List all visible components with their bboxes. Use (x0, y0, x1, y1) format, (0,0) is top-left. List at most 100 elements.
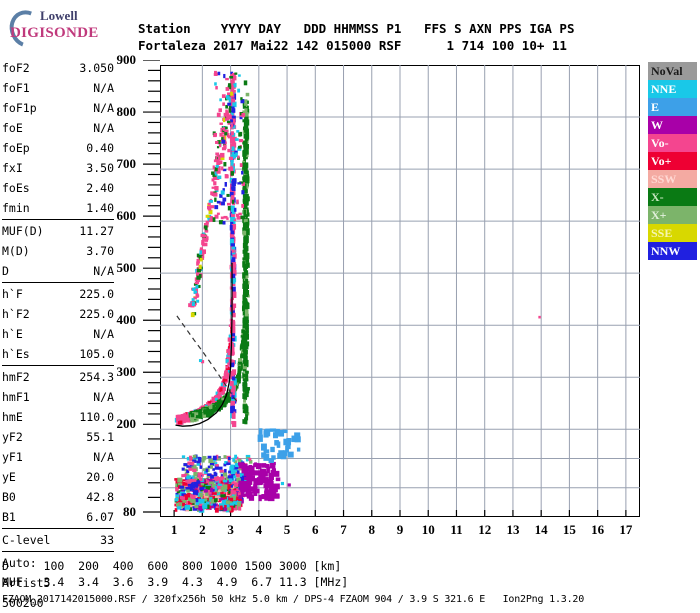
footer-distance-row: D 100 200 400 600 800 1000 1500 3000 [km… (2, 559, 342, 573)
param-row-foep: foEp 0.40 (2, 138, 114, 158)
footer-muf-row: MUF 3.4 3.4 3.6 3.9 4.3 4.9 6.7 11.3 [MH… (2, 575, 349, 589)
param-key: foEs (2, 181, 30, 195)
param-key: yE (2, 470, 16, 484)
param-value: 254.3 (79, 370, 114, 384)
param-value: 55.1 (86, 430, 114, 444)
ionogram-plot[interactable] (160, 65, 640, 517)
param-auto-line-1: Artist5 (2, 576, 51, 590)
legend-item-sse[interactable]: SSE (648, 224, 697, 242)
param-value: 33 (100, 533, 114, 547)
param-key: hmF1 (2, 390, 30, 404)
x-tick-label: 4 (255, 522, 263, 537)
param-divider (2, 365, 114, 366)
legend-item-e[interactable]: E (648, 98, 697, 116)
param-row-mufd: MUF(D) 11.27 (2, 221, 114, 241)
param-value: 42.8 (86, 490, 114, 504)
x-tick-label: 15 (562, 522, 576, 537)
polarization-legend[interactable]: NoVal NNE E W Vo- Vo+ SSW X- X+ SSE NNW (648, 62, 697, 260)
param-row-yf1: yF1 N/A (2, 447, 114, 467)
y-tick-label: 700 (116, 156, 137, 172)
electron-density-profile-curve (175, 262, 233, 427)
param-auto-line-0: Auto: (2, 556, 37, 570)
param-key: MUF(D) (2, 224, 44, 238)
y-tick-label: 300 (116, 364, 137, 380)
param-row-fxi: fxI 3.50 (2, 158, 114, 178)
x-tick-label: 9 (396, 522, 404, 537)
param-row-fof2: foF2 3.050 (2, 58, 114, 78)
logo-brand-bottom: DIGISONDE (10, 25, 99, 41)
param-row-clevel: C-level 33 (2, 530, 114, 550)
param-row-hmf2: hmF2 254.3 (2, 367, 114, 387)
muf-dashed-curve (176, 315, 240, 405)
scatter-points (174, 70, 541, 513)
legend-item-nne[interactable]: NNE (648, 80, 697, 98)
param-row-he: h`E N/A (2, 324, 114, 344)
param-key: C-level (2, 533, 51, 547)
legend-item-x[interactable]: X- (648, 188, 697, 206)
param-row-foe: foE N/A (2, 118, 114, 138)
y-tick-label: 200 (116, 416, 137, 432)
param-row-fof1p: foF1p N/A (2, 98, 114, 118)
x-tick-label: 2 (199, 522, 206, 537)
param-key: D (2, 264, 9, 278)
param-row-hf2: h`F2 225.0 (2, 304, 114, 324)
x-axis: 1 2 3 4 5 6 7 8 9 10 11 12 13 14 15 16 17 (150, 522, 700, 546)
param-row-yf2: yF2 55.1 (2, 427, 114, 447)
param-divider (2, 219, 114, 220)
param-value: 105.0 (79, 347, 114, 361)
lowell-digisonde-logo: Lowell DIGISONDE (3, 4, 116, 54)
legend-item-vo[interactable]: Vo+ (648, 152, 697, 170)
x-tick-label: 1 (170, 522, 178, 537)
x-tick-label: 16 (591, 522, 605, 537)
param-row-ye: yE 20.0 (2, 467, 114, 487)
legend-item-x[interactable]: X+ (648, 206, 697, 224)
legend-item-noval[interactable]: NoVal (648, 62, 697, 80)
param-key: foF2 (2, 61, 30, 75)
y-tick-label: 600 (116, 208, 137, 224)
param-value: 225.0 (79, 287, 114, 301)
param-key: foF1p (2, 101, 37, 115)
y-axis: 80 200 300 400 500 600 700 800 900 (0, 52, 160, 520)
param-value: N/A (93, 327, 114, 341)
param-key: fmin (2, 201, 30, 215)
x-tick-label: 13 (506, 522, 520, 537)
header-line-columns: Station YYYY DAY DDD HHMMSS P1 FFS S AXN… (138, 21, 575, 36)
logo-brand-top: Lowell (40, 8, 78, 23)
header-line-values: Fortaleza 2017 Mai22 142 015000 RSF 1 71… (138, 38, 567, 53)
param-key: foEp (2, 141, 30, 155)
param-value: N/A (93, 390, 114, 404)
x-tick-label: 12 (478, 522, 492, 537)
x-tick-label: 3 (227, 522, 234, 537)
param-key: fxI (2, 161, 23, 175)
param-value: N/A (93, 81, 114, 95)
param-key: foE (2, 121, 23, 135)
legend-item-vo[interactable]: Vo- (648, 134, 697, 152)
param-value: 110.0 (79, 410, 114, 424)
legend-item-nnw[interactable]: NNW (648, 242, 697, 260)
param-key: h`E (2, 327, 23, 341)
legend-item-w[interactable]: W (648, 116, 697, 134)
y-tick-label: 500 (116, 260, 137, 276)
param-value: 0.40 (86, 141, 114, 155)
param-divider (2, 551, 114, 552)
param-value: N/A (93, 264, 114, 278)
plot-canvas (160, 65, 640, 517)
param-row-foes: foEs 2.40 (2, 178, 114, 198)
param-row-md: M(D) 3.70 (2, 241, 114, 261)
param-key: hmF2 (2, 370, 30, 384)
y-tick-label: 800 (116, 104, 137, 120)
param-key: h`F2 (2, 307, 30, 321)
param-value: N/A (93, 121, 114, 135)
x-tick-label: 6 (312, 522, 319, 537)
param-row-hf: h`F 225.0 (2, 284, 114, 304)
legend-item-ssw[interactable]: SSW (648, 170, 697, 188)
param-value: 11.27 (79, 224, 114, 238)
param-row-fof1: foF1 N/A (2, 78, 114, 98)
y-tick-label: 900 (116, 52, 137, 67)
param-row-hme: hmE 110.0 (2, 407, 114, 427)
footer-info: D 100 200 400 600 800 1000 1500 3000 [km… (2, 558, 584, 608)
param-row-hmf1: hmF1 N/A (2, 387, 114, 407)
y-axis-ticks (143, 60, 160, 513)
param-row-fmin: fmin 1.40 (2, 198, 114, 218)
param-row-b1: B1 6.07 (2, 507, 114, 527)
